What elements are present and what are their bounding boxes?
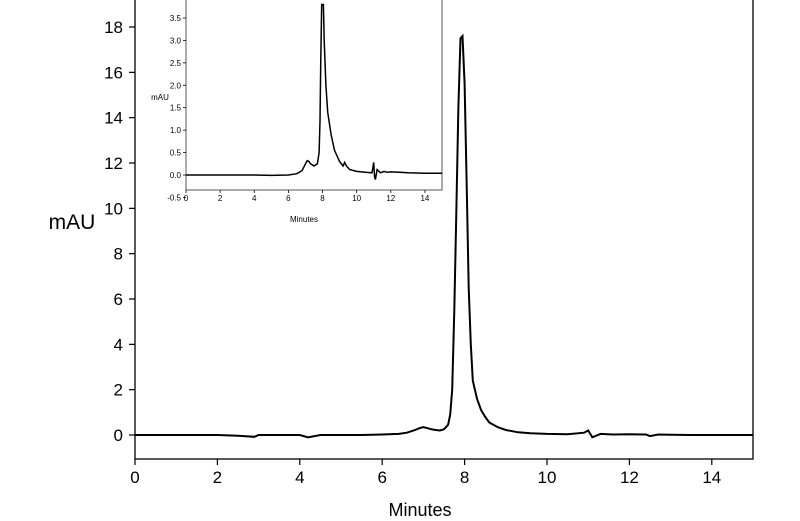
inset-y-tick-label: 2.5	[170, 59, 182, 68]
main-y-tick-label: 8	[114, 245, 123, 264]
inset-y-tick-label: 0.5	[170, 149, 182, 158]
main-y-tick-label: 10	[104, 199, 123, 218]
inset-y-axis: -0.5 0.0 0.5 1.0 1.5 2.0 2.5 3.0 3.5	[167, 14, 186, 202]
main-x-axis-label: Minutes	[388, 500, 451, 520]
inset-y-tick-label: 0.0	[170, 171, 182, 180]
inset-x-tick-label: 10	[352, 194, 361, 203]
inset-chart: 0 2 4 6 8 10 12 14 -0.5 0.0 0.5 1.0 1.5 2.0 2.5 3.0 3.5…	[151, 0, 443, 224]
main-y-axis-label: mAU	[49, 211, 96, 234]
main-x-tick-label: 6	[377, 468, 386, 487]
inset-plot-frame	[185, 0, 443, 191]
inset-x-tick-label: 8	[320, 194, 325, 203]
main-chart: 0 2 4 6 8 10 12 14 0 2 4 6 8 10 12 14 16 18 Minutes mAU	[49, 0, 754, 520]
main-x-tick-label: 14	[702, 468, 721, 487]
main-x-tick-label: 4	[295, 468, 304, 487]
main-series-line	[135, 33, 753, 439]
inset-x-tick-label: 4	[252, 194, 257, 203]
main-y-tick-label: 16	[104, 63, 123, 82]
inset-y-tick-label: 1.5	[170, 104, 182, 113]
main-y-tick-label: 14	[104, 109, 123, 128]
inset-x-axis: 0 2 4 6 8 10 12 14	[184, 190, 430, 203]
main-y-tick-label: 12	[104, 154, 123, 173]
main-y-axis: 0 2 4 6 8 10 12 14 16 18	[104, 18, 135, 445]
main-x-axis: 0 2 4 6 8 10 12 14	[130, 459, 721, 487]
inset-series-line	[186, 3, 442, 180]
main-x-tick-label: 2	[213, 468, 222, 487]
inset-x-tick-label: 0	[184, 194, 189, 203]
main-y-tick-label: 18	[104, 18, 123, 37]
main-x-tick-label: 8	[460, 468, 469, 487]
inset-x-tick-label: 2	[218, 194, 223, 203]
inset-y-tick-label: -0.5	[167, 193, 181, 202]
main-y-tick-label: 0	[114, 426, 123, 445]
main-plot-frame	[134, 0, 754, 460]
main-x-tick-label: 12	[620, 468, 639, 487]
main-x-tick-label: 10	[538, 468, 557, 487]
main-y-tick-label: 2	[114, 381, 123, 400]
inset-x-axis-label: Minutes	[290, 215, 318, 224]
inset-x-tick-label: 12	[386, 194, 395, 203]
main-y-tick-label: 6	[114, 290, 123, 309]
main-y-tick-label: 4	[114, 335, 123, 354]
inset-y-tick-label: 3.5	[170, 14, 182, 23]
inset-y-tick-label: 1.0	[170, 126, 182, 135]
inset-x-tick-label: 6	[286, 194, 291, 203]
inset-background	[186, 0, 442, 190]
inset-y-tick-label: 2.0	[170, 81, 182, 90]
inset-y-tick-label: 3.0	[170, 36, 182, 45]
inset-x-tick-label: 14	[420, 194, 429, 203]
inset-y-axis-label: mAU	[151, 93, 169, 102]
main-x-tick-label: 0	[130, 468, 139, 487]
